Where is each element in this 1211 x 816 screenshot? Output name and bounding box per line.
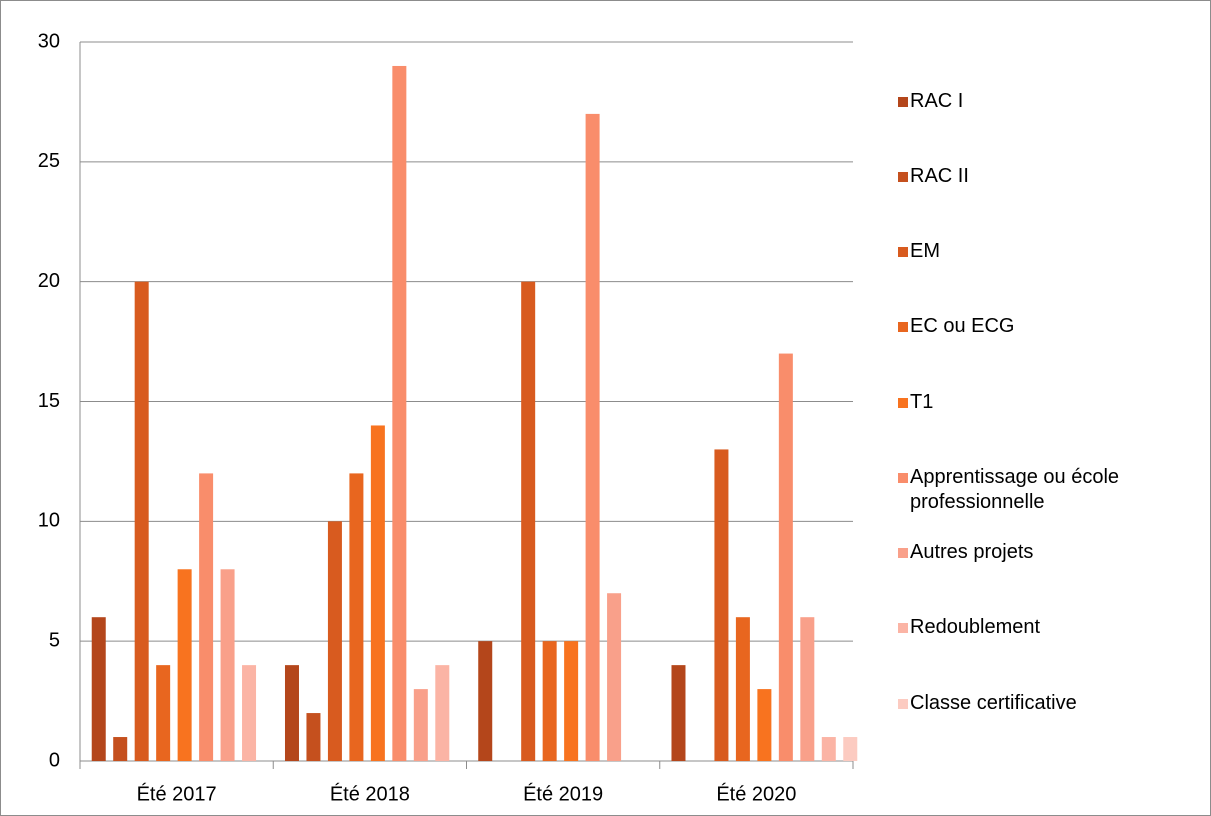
legend-label: EM <box>910 240 940 262</box>
bar <box>843 737 858 761</box>
bar <box>714 449 729 761</box>
legend-item: RAC I <box>898 89 1168 114</box>
y-tick-label: 5 <box>49 629 60 651</box>
legend-swatch <box>898 548 908 558</box>
bar <box>306 713 321 761</box>
legend-label: Redoublement <box>910 616 1041 639</box>
y-tick-label: 15 <box>38 390 60 412</box>
bar <box>478 641 493 761</box>
legend-swatch <box>898 171 908 182</box>
bar <box>757 689 772 761</box>
legend-swatch <box>898 698 908 709</box>
bar <box>349 473 364 761</box>
bar <box>370 425 385 761</box>
x-tick-label: Été 2020 <box>716 782 796 805</box>
y-tick-label: 0 <box>49 749 60 771</box>
legend-item: T1 <box>898 390 1168 415</box>
bar <box>778 353 793 761</box>
bar <box>327 521 342 761</box>
bar <box>392 65 407 761</box>
legend-item: Redoublement <box>898 615 1168 640</box>
bar <box>199 473 214 761</box>
bar <box>564 641 579 761</box>
bar <box>671 665 686 761</box>
legend-swatch <box>898 247 908 257</box>
y-tick-label: 20 <box>38 270 60 292</box>
bar <box>607 593 622 761</box>
bar <box>413 689 428 761</box>
legend-label: T1 <box>910 390 934 413</box>
legend-item: Apprentissage ou école professionnelle <box>898 465 1168 515</box>
bar <box>284 665 299 761</box>
legend-swatch <box>898 472 908 483</box>
bar <box>542 641 557 761</box>
legend-label: Classe certificative <box>910 691 1077 714</box>
bar <box>134 281 149 761</box>
y-tick-label: 10 <box>38 510 60 532</box>
legend-label: RAC I <box>910 89 964 112</box>
bar <box>585 113 600 761</box>
bar <box>735 617 750 761</box>
legend-label: RAC II <box>910 164 969 187</box>
bar <box>156 665 171 761</box>
bar <box>800 617 815 761</box>
bar <box>242 665 257 761</box>
legend-item: EM <box>898 239 1168 264</box>
x-tick-label: Été 2017 <box>137 782 217 805</box>
legend-label: Autres projets <box>910 541 1034 563</box>
legend-swatch <box>898 397 908 408</box>
legend-label: Apprentissage ou école professionnelle <box>910 465 1120 513</box>
x-tick-label: Été 2018 <box>330 782 410 805</box>
x-tick-label: Été 2019 <box>523 782 603 805</box>
legend-item: Classe certificative <box>898 691 1168 716</box>
legend-swatch <box>898 322 908 333</box>
bar <box>521 281 536 761</box>
legend-swatch <box>898 623 908 634</box>
legend-item: Autres projets <box>898 540 1168 565</box>
y-tick-label: 25 <box>38 150 60 172</box>
bar <box>821 737 836 761</box>
legend-swatch <box>898 96 908 107</box>
bar <box>220 569 235 761</box>
bar <box>91 617 106 761</box>
legend-label: EC ou ECG <box>910 315 1015 338</box>
bar <box>177 569 192 761</box>
bar <box>435 665 450 761</box>
legend-item: RAC II <box>898 164 1168 189</box>
legend-item: EC ou ECG <box>898 314 1168 339</box>
y-tick-label: 30 <box>38 30 60 52</box>
bar <box>113 737 128 761</box>
